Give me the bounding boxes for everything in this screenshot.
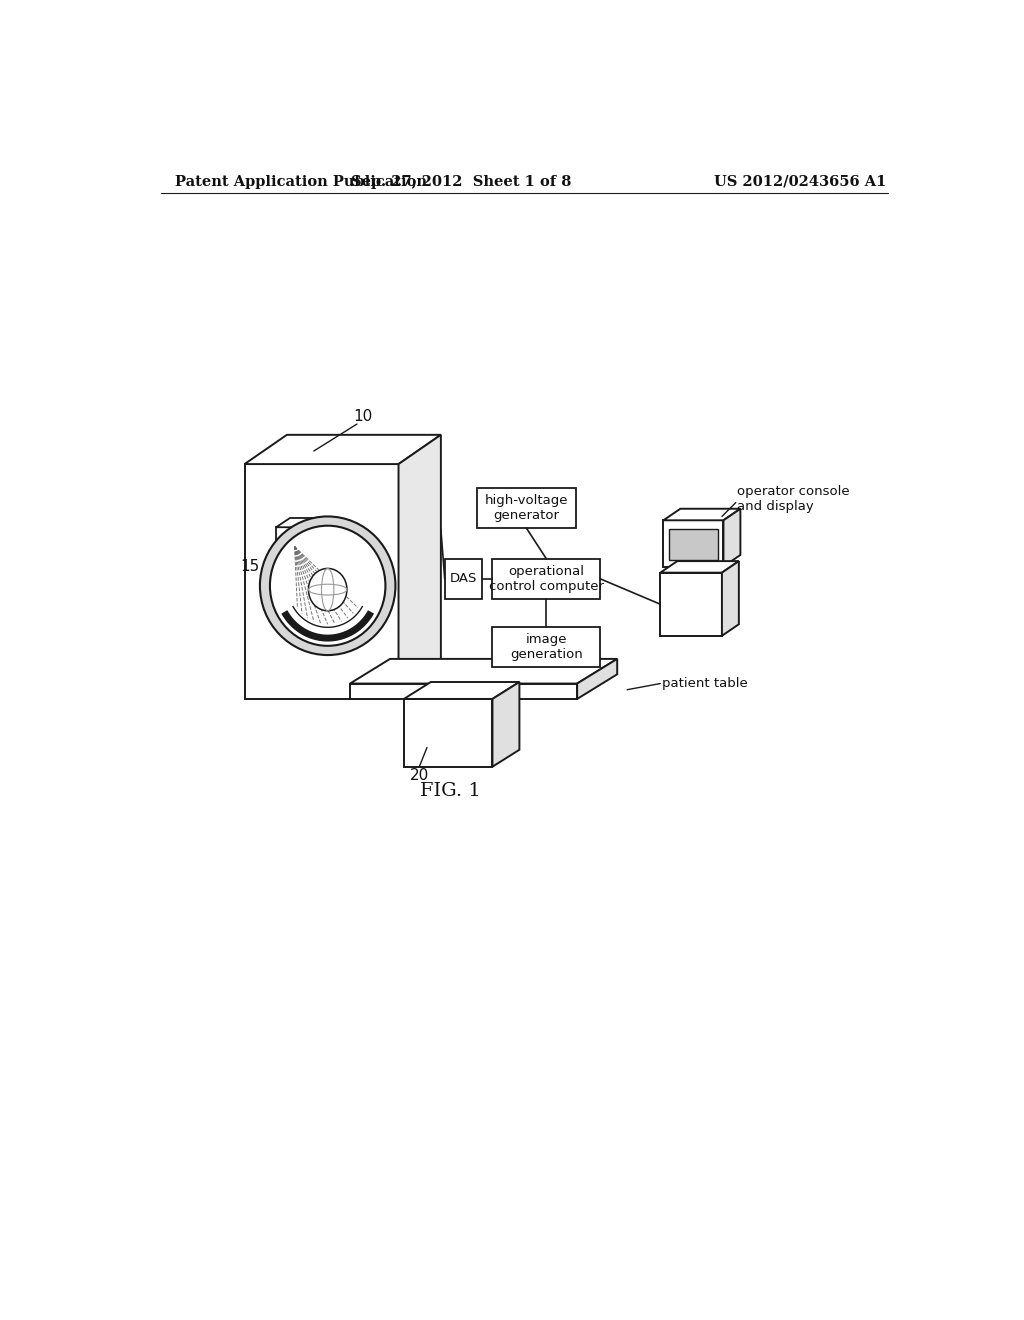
Text: 10: 10 [353,409,373,424]
Polygon shape [724,508,740,566]
Text: operational
control computer: operational control computer [488,565,604,593]
Bar [276,527,305,544]
Polygon shape [664,508,740,520]
Polygon shape [245,434,441,465]
Text: Sep. 27, 2012  Sheet 1 of 8: Sep. 27, 2012 Sheet 1 of 8 [351,174,571,189]
Ellipse shape [260,516,395,655]
Text: Patent Application Publication: Patent Application Publication [175,174,427,189]
Text: image
generation: image generation [510,632,583,660]
Polygon shape [276,517,319,527]
Polygon shape [305,517,319,544]
Ellipse shape [308,569,347,611]
Bar [493,627,600,667]
Bar [350,684,578,700]
Bar [403,700,493,767]
Bar [477,488,575,528]
Text: operator console
and display: operator console and display [737,484,850,512]
Bar [669,529,718,560]
Bar [245,465,398,700]
Text: patient table: patient table [662,677,748,690]
Polygon shape [398,434,441,700]
Polygon shape [403,682,519,700]
Text: US 2012/0243656 A1: US 2012/0243656 A1 [715,174,887,189]
Polygon shape [578,659,617,700]
Polygon shape [283,603,296,615]
Polygon shape [722,561,739,636]
Text: 15: 15 [241,558,259,574]
Bar [664,520,724,566]
Text: high-voltage
generator: high-voltage generator [484,494,568,521]
Bar [444,558,481,599]
Polygon shape [359,603,373,615]
Bar [493,558,600,599]
Ellipse shape [270,525,385,645]
Bar [685,565,700,579]
Text: 20: 20 [410,768,429,784]
Polygon shape [350,659,617,684]
Bar [660,573,722,636]
Text: DAS: DAS [450,573,477,585]
Polygon shape [660,561,739,573]
Text: FIG. 1: FIG. 1 [420,783,480,800]
Polygon shape [493,682,519,767]
